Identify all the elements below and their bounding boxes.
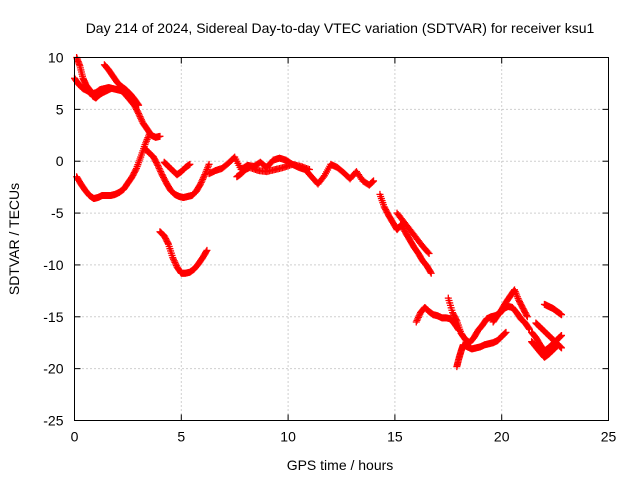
x-tick-label: 5 xyxy=(177,429,185,445)
data-point xyxy=(157,168,165,176)
data-point xyxy=(558,331,566,339)
data-point xyxy=(155,163,163,171)
series-pass-g xyxy=(156,228,211,277)
x-tick-label: 25 xyxy=(601,429,617,445)
data-point xyxy=(203,246,211,254)
data-point xyxy=(107,85,115,93)
data-point xyxy=(154,161,162,169)
data-point xyxy=(132,166,140,174)
data-point xyxy=(370,177,378,185)
data-point xyxy=(137,116,145,124)
data-point xyxy=(197,180,205,188)
series-pass-j xyxy=(376,190,435,277)
series-pass-q xyxy=(528,338,561,361)
data-point xyxy=(558,311,566,319)
data-point xyxy=(135,101,143,109)
data-point xyxy=(156,166,164,174)
data-point xyxy=(169,255,177,263)
data-point xyxy=(427,268,434,276)
series-pass-n xyxy=(453,328,510,371)
data-point xyxy=(171,258,179,266)
series-pass-i xyxy=(233,160,313,181)
data-point xyxy=(413,316,421,324)
x-tick-label: 20 xyxy=(494,429,510,445)
data-point xyxy=(199,174,207,182)
series-pass-h xyxy=(205,153,378,189)
data-point xyxy=(556,343,564,351)
data-point xyxy=(414,315,422,323)
data-point xyxy=(368,178,376,186)
y-tick-label: -25 xyxy=(43,413,63,429)
y-axis-label: SDTVAR / TECUs xyxy=(6,183,22,295)
series-pass-r xyxy=(532,319,566,352)
data-point xyxy=(414,313,422,321)
x-axis-label: GPS time / hours xyxy=(287,457,394,473)
data-point xyxy=(427,269,435,277)
x-tick-label: 15 xyxy=(387,429,403,445)
data-points xyxy=(71,54,566,371)
y-tick-label: -15 xyxy=(43,309,63,325)
data-point xyxy=(136,113,144,121)
series-pass-f xyxy=(160,158,194,179)
data-point xyxy=(186,160,194,168)
data-point xyxy=(198,177,206,185)
data-point xyxy=(205,160,213,168)
data-point xyxy=(501,330,509,338)
plot-frame xyxy=(74,57,609,421)
data-point xyxy=(415,312,423,320)
series-pass-b xyxy=(73,54,115,102)
data-point xyxy=(557,343,565,351)
data-point xyxy=(200,172,208,180)
data-point xyxy=(557,332,565,340)
y-tick-label: 0 xyxy=(56,153,64,169)
data-point xyxy=(305,166,313,174)
data-point xyxy=(452,316,460,324)
data-point xyxy=(525,324,533,332)
series-pass-d xyxy=(73,130,153,203)
data-point xyxy=(156,132,164,140)
x-tick-label: 10 xyxy=(280,429,296,445)
data-point xyxy=(523,311,531,319)
axis-ticks: 0 5 10 15 20 25 10 5 0 -5 -10 -15 -20 -25 xyxy=(43,50,616,445)
y-tick-label: -10 xyxy=(43,257,63,273)
data-point xyxy=(412,318,420,326)
series-pass-c xyxy=(100,61,143,109)
series-pass-e xyxy=(141,145,213,202)
y-tick-label: 10 xyxy=(48,50,64,66)
data-point xyxy=(523,313,531,321)
chart-title: Day 214 of 2024, Sidereal Day-to-day VTE… xyxy=(86,20,595,36)
data-point xyxy=(202,248,210,256)
data-point xyxy=(134,100,142,108)
series-pass-o xyxy=(489,286,531,326)
data-point xyxy=(425,250,433,258)
data-point xyxy=(197,178,205,186)
data-point xyxy=(172,260,180,268)
data-point xyxy=(199,175,207,183)
x-tick-label: 0 xyxy=(71,429,79,445)
data-point xyxy=(558,344,566,352)
data-point xyxy=(556,333,564,341)
data-point xyxy=(369,178,377,186)
grid-lines xyxy=(74,57,609,421)
series-pass-k xyxy=(393,209,433,258)
data-point xyxy=(137,114,145,122)
data-point xyxy=(135,110,143,118)
series-pass-s xyxy=(540,300,566,319)
data-point xyxy=(164,239,172,247)
y-tick-label: -5 xyxy=(51,205,64,221)
data-point xyxy=(424,248,432,256)
data-point xyxy=(169,254,177,262)
data-point xyxy=(155,164,163,172)
y-tick-label: 5 xyxy=(56,101,64,117)
data-point xyxy=(135,111,143,119)
data-point xyxy=(145,130,153,138)
y-tick-label: -20 xyxy=(43,361,63,377)
series-pass-p xyxy=(528,328,566,355)
data-point xyxy=(502,328,510,336)
data-point xyxy=(170,257,178,265)
data-point xyxy=(501,329,509,337)
